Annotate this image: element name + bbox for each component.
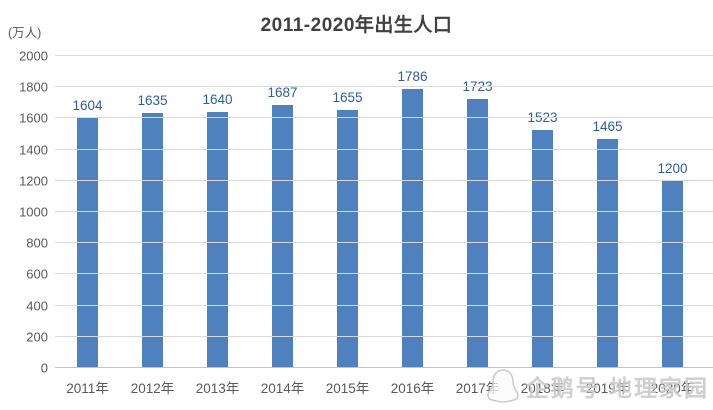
x-tick-label: 2017年 bbox=[455, 381, 500, 396]
x-tick-label: 2011年 bbox=[66, 381, 109, 396]
bar-2014年 bbox=[272, 104, 293, 368]
x-tick-label: 2013年 bbox=[195, 381, 240, 396]
x-axis-line bbox=[55, 367, 713, 368]
y-tick-label: 2000 bbox=[19, 48, 48, 64]
bar-2015年 bbox=[337, 109, 358, 368]
bar-2017年 bbox=[467, 99, 488, 368]
bar-value-label: 1687 bbox=[267, 84, 298, 100]
y-tick-label: 200 bbox=[26, 329, 48, 345]
x-tick-label: 2012年 bbox=[130, 381, 175, 396]
x-tick-label: 2020年 bbox=[650, 381, 695, 396]
bar-2020年 bbox=[662, 180, 683, 368]
x-tick-label: 2014年 bbox=[260, 381, 305, 396]
bar-2016年 bbox=[402, 89, 423, 368]
bar-2012年 bbox=[142, 112, 163, 368]
gridline bbox=[55, 242, 713, 244]
gridline bbox=[55, 273, 713, 275]
gridline bbox=[55, 335, 713, 337]
y-axis: 0 200 400 600 800 1000 1200 1400 1600 1800 2000 bbox=[0, 49, 48, 376]
bar-2018年 bbox=[532, 130, 553, 368]
y-tick-label: 600 bbox=[26, 266, 48, 282]
gridline bbox=[55, 148, 713, 150]
bar-value-label: 1465 bbox=[592, 119, 623, 135]
bar-value-label: 1200 bbox=[657, 160, 688, 176]
y-tick-label: 800 bbox=[26, 235, 48, 251]
x-tick-label: 2019年 bbox=[585, 381, 630, 396]
y-tick-label: 1600 bbox=[19, 110, 48, 126]
y-tick-label: 1800 bbox=[19, 79, 48, 95]
gridline bbox=[55, 211, 713, 212]
gridline bbox=[55, 304, 713, 306]
x-axis: 2011年 2012年 2013年 2014年 2015年 2016年 2017年 2018年… bbox=[55, 374, 705, 396]
x-tick-label: 2015年 bbox=[325, 381, 370, 396]
bar-value-label: 1640 bbox=[202, 92, 233, 108]
bars-layer: 1604 1635 1640 1687 1655 1786 1723 1523 1465 1200 bbox=[55, 56, 705, 368]
bar-value-label: 1786 bbox=[397, 69, 428, 85]
y-tick-label: 1000 bbox=[19, 204, 48, 220]
chart-title: 2011-2020年出生人口 bbox=[260, 15, 453, 36]
bar-value-label: 1655 bbox=[332, 89, 363, 105]
bar-2019年 bbox=[597, 139, 618, 368]
bar-2013年 bbox=[207, 112, 228, 368]
x-tick-label: 2016年 bbox=[390, 381, 435, 396]
bar-value-label: 1604 bbox=[72, 97, 103, 113]
y-axis-unit-label: (万人) bbox=[8, 26, 42, 40]
y-tick-label: 1200 bbox=[19, 173, 48, 189]
gridline bbox=[55, 117, 713, 119]
y-tick-label: 1400 bbox=[19, 142, 48, 158]
y-tick-label: 400 bbox=[26, 298, 48, 314]
plot-area: 1604 1635 1640 1687 1655 1786 1723 1523 1465 1200 bbox=[55, 55, 713, 368]
bar-value-label: 1635 bbox=[137, 92, 168, 108]
gridline bbox=[55, 55, 713, 56]
x-tick-label: 2018年 bbox=[520, 381, 565, 396]
gridline bbox=[55, 179, 713, 181]
gridline bbox=[55, 86, 713, 88]
y-tick-label: 0 bbox=[40, 360, 48, 376]
